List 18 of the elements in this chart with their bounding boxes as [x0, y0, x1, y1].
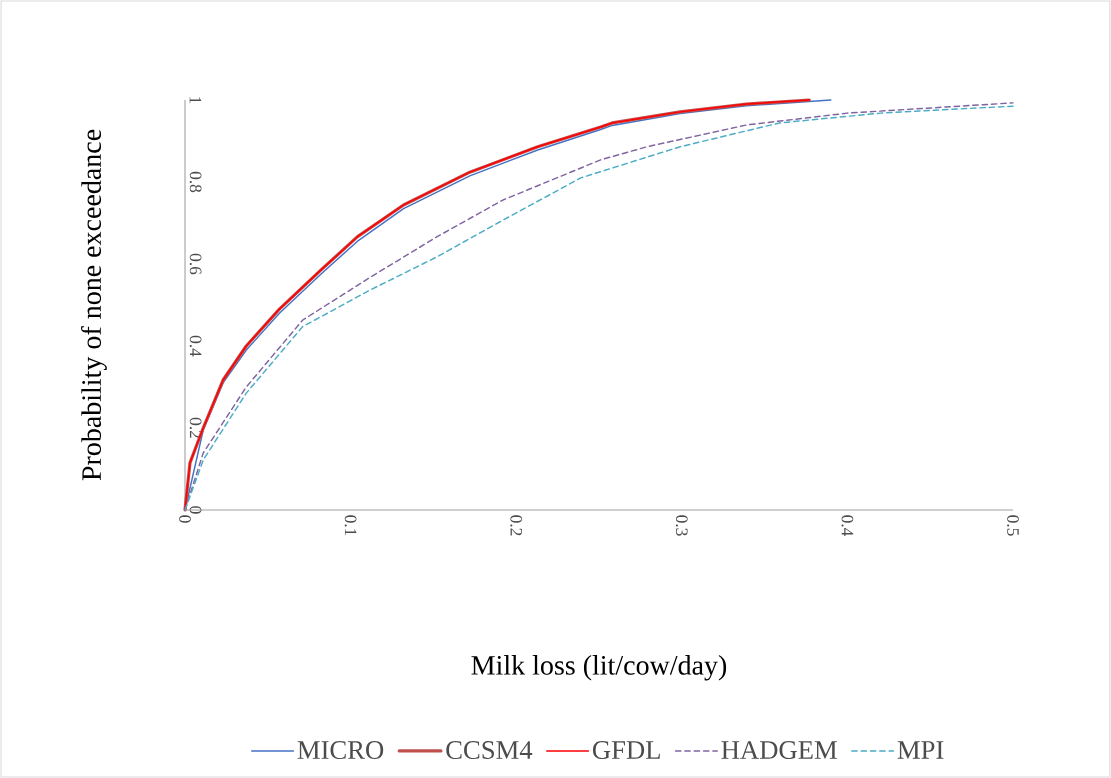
y-tick-label: 0.6 [189, 253, 202, 275]
x-tick-label: 0.3 [675, 515, 688, 536]
y-tick-label: 0.8 [189, 171, 202, 193]
x-tick-label: 0.4 [841, 515, 854, 537]
x-axis-title: Milk loss (lit/cow/day) [471, 655, 727, 681]
y-tick-label: 1 [189, 97, 202, 104]
x-tick-label: 0.1 [344, 515, 357, 536]
legend-label: MPI [897, 741, 944, 759]
y-tick-label: 0.4 [189, 335, 202, 357]
legend-label: CCSM4 [446, 741, 533, 759]
x-tick-label: 0 [179, 515, 191, 523]
legend-label: MICRO [297, 741, 384, 759]
legend-label: GFDL [592, 741, 660, 759]
legend-label: HADGEM [721, 741, 837, 759]
y-tick-label: 0 [189, 506, 202, 514]
x-tick-label: 0.2 [510, 515, 523, 536]
y-axis-title: Probability of none exceedance [81, 129, 107, 481]
x-tick-label: 0.5 [1007, 515, 1019, 536]
